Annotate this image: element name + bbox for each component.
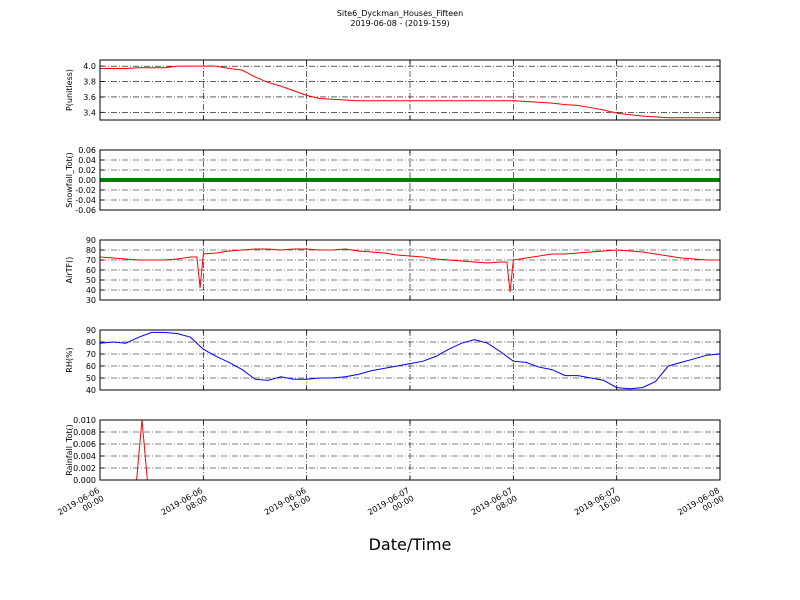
data-line [100, 65, 720, 119]
y-tick-label: 0.00 [78, 176, 96, 185]
y-tick-label: 60 [86, 362, 96, 371]
y-tick-label: 90 [86, 236, 96, 245]
y-tick-label: 90 [86, 326, 96, 335]
y-tick-label: 50 [86, 276, 96, 285]
y-tick-label: 80 [86, 246, 96, 255]
y-tick-label: 0.010 [73, 416, 96, 425]
axes-frame [99, 149, 721, 211]
y-tick-label: 3.6 [83, 93, 96, 102]
data-line [99, 248, 720, 293]
y-tick-label: 0.006 [73, 440, 96, 449]
y-tick-label: -0.04 [75, 196, 96, 205]
y-tick-label: -0.02 [75, 186, 96, 195]
y-tick-label: 60 [86, 266, 96, 275]
y-axis-label: Rainfall_Tot() [65, 424, 74, 476]
y-tick-label: 30 [86, 296, 96, 305]
y-tick-label: 0.008 [73, 428, 96, 437]
y-tick-label: 70 [86, 350, 96, 359]
y-tick-label: 0.002 [73, 464, 96, 473]
y-tick-label: 80 [86, 338, 96, 347]
y-axis-label: AirTF() [65, 257, 74, 284]
axes-frame [99, 329, 721, 391]
y-tick-label: 40 [86, 386, 96, 395]
y-tick-label: 0.06 [78, 146, 96, 155]
y-axis-label: RH(%) [65, 347, 74, 372]
x-axis-label: Date/Time [369, 535, 452, 554]
data-line [99, 331, 721, 390]
axes-frame [99, 239, 721, 301]
axes-frame [99, 59, 721, 121]
y-tick-label: 50 [86, 374, 96, 383]
chart-title: Site6_Dyckman_Houses_Fifteen [337, 9, 463, 18]
y-tick-label: 40 [86, 286, 96, 295]
y-tick-label: 4.0 [83, 62, 96, 71]
y-tick-label: 70 [86, 256, 96, 265]
y-tick-label: 3.4 [83, 108, 96, 117]
y-axis-label: P(unitless) [65, 69, 74, 111]
chart-subtitle: 2019-06-08 - (2019-159) [350, 19, 449, 28]
y-tick-label: -0.06 [75, 206, 96, 215]
y-axis-label: Snowfall_Tot() [65, 152, 74, 208]
axes-frame [99, 419, 721, 481]
y-tick-label: 0.004 [73, 452, 96, 461]
y-tick-label: 0.04 [78, 156, 96, 165]
y-tick-label: 0.02 [78, 166, 96, 175]
y-tick-label: 3.8 [83, 78, 96, 87]
y-tick-label: 0.000 [73, 476, 96, 485]
